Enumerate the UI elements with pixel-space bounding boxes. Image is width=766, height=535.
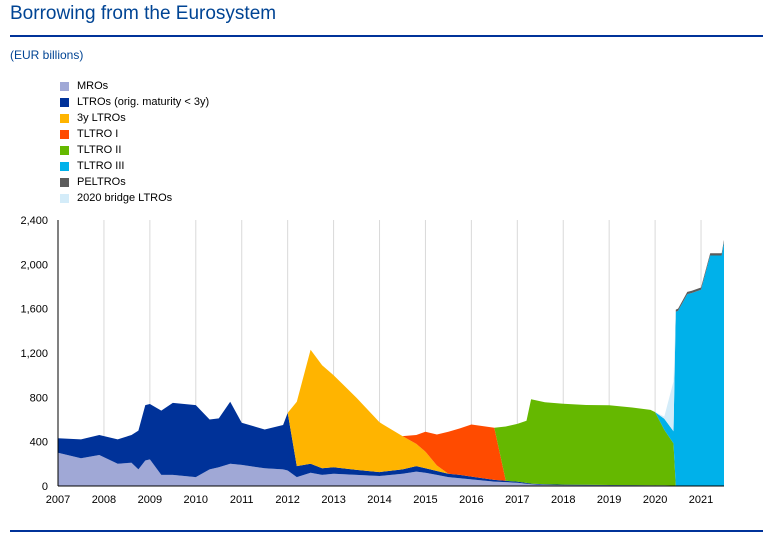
x-tick-label: 2016 [459, 494, 483, 506]
x-tick-label: 2017 [505, 494, 529, 506]
legend-swatch [60, 129, 69, 139]
unit-label: (EUR billions) [10, 48, 84, 62]
legend-label: LTROs (orig. maturity < 3y) [77, 96, 210, 108]
x-tick-label: 2015 [413, 494, 437, 506]
legend-label: 3y LTROs [77, 112, 126, 124]
y-tick-label: 400 [30, 437, 48, 449]
legend-swatch [60, 193, 69, 203]
y-tick-label: 2,400 [20, 215, 48, 227]
x-tick-label: 2021 [689, 494, 713, 506]
y-tick-label: 1,600 [20, 304, 48, 316]
legend-label: TLTRO I [77, 128, 119, 140]
x-tick-label: 2011 [230, 494, 254, 506]
legend-swatch [60, 97, 69, 107]
legend-label: 2020 bridge LTROs [77, 192, 173, 204]
x-tick-label: 2013 [321, 494, 345, 506]
y-tick-label: 800 [30, 392, 48, 404]
legend-label: TLTRO II [77, 144, 122, 156]
legend-item: TLTRO I [60, 126, 209, 142]
legend-swatch [60, 177, 69, 187]
bottom-rule [10, 530, 763, 532]
legend-item: 2020 bridge LTROs [60, 190, 209, 206]
series-area-tltro-ii [58, 349, 724, 486]
top-rule [10, 35, 763, 37]
legend-label: MROs [77, 80, 109, 92]
x-tick-label: 2009 [138, 494, 162, 506]
legend: MROs LTROs (orig. maturity < 3y) 3y LTROs T… [60, 78, 209, 206]
series-area-3y-ltros [58, 349, 724, 486]
x-tick-label: 2020 [643, 494, 667, 506]
legend-swatch [60, 145, 69, 155]
legend-swatch [60, 113, 69, 123]
x-tick-label: 2008 [92, 494, 116, 506]
legend-item: TLTRO II [60, 142, 209, 158]
x-tick-label: 2019 [597, 494, 621, 506]
legend-item: PELTROs [60, 174, 209, 190]
x-tick-label: 2018 [551, 494, 575, 506]
x-tick-label: 2014 [367, 494, 391, 506]
legend-item: MROs [60, 78, 209, 94]
legend-label: TLTRO III [77, 160, 125, 172]
x-tick-label: 2007 [46, 494, 70, 506]
y-tick-label: 0 [42, 481, 48, 493]
series-area-mros [58, 452, 724, 486]
legend-swatch [60, 161, 69, 171]
series-area-ltros-orig-maturity-3y [58, 401, 724, 486]
legend-item: 3y LTROs [60, 110, 209, 126]
chart-title: Borrowing from the Eurosystem [10, 3, 277, 24]
y-tick-label: 2,000 [20, 259, 48, 271]
y-tick-label: 1,200 [20, 348, 48, 360]
x-tick-label: 2010 [184, 494, 208, 506]
legend-item: TLTRO III [60, 158, 209, 174]
x-tick-label: 2012 [275, 494, 299, 506]
legend-label: PELTROs [77, 176, 126, 188]
legend-item: LTROs (orig. maturity < 3y) [60, 94, 209, 110]
legend-swatch [60, 81, 69, 91]
